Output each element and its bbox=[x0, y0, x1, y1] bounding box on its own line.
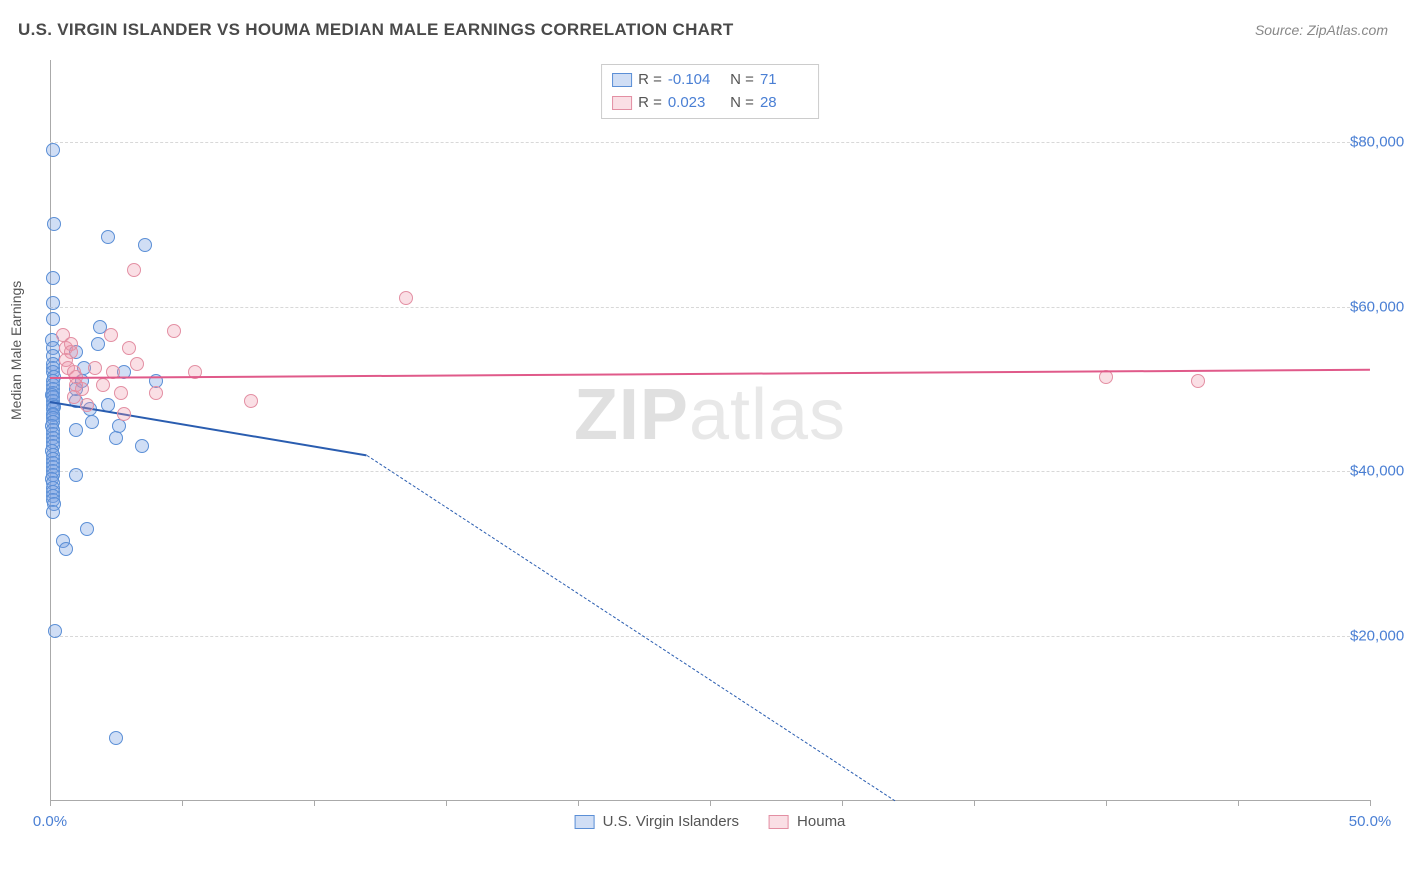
data-point bbox=[399, 291, 413, 305]
trend-line-dashed bbox=[367, 455, 896, 801]
data-point bbox=[114, 386, 128, 400]
data-point bbox=[47, 217, 61, 231]
data-point bbox=[46, 505, 60, 519]
x-tick bbox=[578, 800, 579, 806]
data-point bbox=[135, 439, 149, 453]
legend-swatch bbox=[769, 815, 789, 829]
data-point bbox=[69, 468, 83, 482]
data-point bbox=[104, 328, 118, 342]
stat-r-value: 0.023 bbox=[668, 92, 716, 115]
legend-stat-row: R = -0.104 N = 71 bbox=[612, 69, 808, 92]
y-tick-label: $80,000 bbox=[1350, 134, 1406, 151]
stat-r-value: -0.104 bbox=[668, 69, 716, 92]
data-point bbox=[167, 324, 181, 338]
x-tick bbox=[50, 800, 51, 806]
x-tick bbox=[1106, 800, 1107, 806]
legend-swatch bbox=[575, 815, 595, 829]
data-point bbox=[46, 312, 60, 326]
y-axis-label: Median Male Earnings bbox=[8, 281, 24, 420]
x-tick bbox=[1370, 800, 1371, 806]
legend-item: U.S. Virgin Islanders bbox=[575, 813, 739, 830]
data-point bbox=[112, 419, 126, 433]
data-point bbox=[96, 378, 110, 392]
x-tick bbox=[446, 800, 447, 806]
data-point bbox=[46, 271, 60, 285]
stat-n-label: N = bbox=[722, 92, 754, 115]
gridline-h bbox=[50, 307, 1370, 308]
x-tick bbox=[974, 800, 975, 806]
y-tick-label: $40,000 bbox=[1350, 463, 1406, 480]
trend-line bbox=[50, 401, 367, 456]
data-point bbox=[117, 407, 131, 421]
data-point bbox=[80, 398, 94, 412]
x-tick-label: 50.0% bbox=[1349, 813, 1392, 830]
legend-stat-row: R = 0.023 N = 28 bbox=[612, 92, 808, 115]
gridline-h bbox=[50, 636, 1370, 637]
data-point bbox=[109, 431, 123, 445]
stat-r-label: R = bbox=[638, 92, 662, 115]
data-point bbox=[80, 522, 94, 536]
data-point bbox=[130, 357, 144, 371]
stat-n-value: 28 bbox=[760, 92, 808, 115]
data-point bbox=[46, 296, 60, 310]
data-point bbox=[91, 337, 105, 351]
stat-n-label: N = bbox=[722, 69, 754, 92]
legend-correlation: R = -0.104 N = 71 R = 0.023 N = 28 bbox=[601, 64, 819, 119]
data-point bbox=[122, 341, 136, 355]
legend-series: U.S. Virgin Islanders Houma bbox=[575, 813, 846, 830]
x-tick bbox=[842, 800, 843, 806]
data-point bbox=[48, 624, 62, 638]
data-point bbox=[1191, 374, 1205, 388]
source-label: Source: ZipAtlas.com bbox=[1255, 22, 1388, 38]
data-point bbox=[127, 263, 141, 277]
data-point bbox=[88, 361, 102, 375]
legend-swatch bbox=[612, 96, 632, 110]
x-tick bbox=[1238, 800, 1239, 806]
data-point bbox=[101, 230, 115, 244]
x-tick bbox=[182, 800, 183, 806]
stat-r-label: R = bbox=[638, 69, 662, 92]
data-point bbox=[59, 542, 73, 556]
data-point bbox=[138, 238, 152, 252]
data-point bbox=[85, 415, 99, 429]
gridline-h bbox=[50, 471, 1370, 472]
watermark-rest: atlas bbox=[689, 375, 846, 455]
x-tick bbox=[314, 800, 315, 806]
legend-label: Houma bbox=[797, 813, 845, 830]
data-point bbox=[69, 423, 83, 437]
gridline-h bbox=[50, 142, 1370, 143]
legend-label: U.S. Virgin Islanders bbox=[603, 813, 739, 830]
title-bar: U.S. VIRGIN ISLANDER VS HOUMA MEDIAN MAL… bbox=[18, 20, 1388, 40]
data-point bbox=[149, 386, 163, 400]
x-tick-label: 0.0% bbox=[33, 813, 67, 830]
stat-n-value: 71 bbox=[760, 69, 808, 92]
trend-line bbox=[50, 368, 1370, 378]
legend-item: Houma bbox=[769, 813, 845, 830]
data-point bbox=[109, 731, 123, 745]
watermark: ZIPatlas bbox=[574, 374, 846, 456]
data-point bbox=[46, 143, 60, 157]
legend-swatch bbox=[612, 73, 632, 87]
plot-area: ZIPatlas R =-0.104 N =71R =0.023 N =28 U… bbox=[50, 60, 1370, 800]
data-point bbox=[244, 394, 258, 408]
y-tick-label: $20,000 bbox=[1350, 627, 1406, 644]
y-tick-label: $60,000 bbox=[1350, 298, 1406, 315]
data-point bbox=[67, 390, 81, 404]
x-tick bbox=[710, 800, 711, 806]
chart-title: U.S. VIRGIN ISLANDER VS HOUMA MEDIAN MAL… bbox=[18, 20, 734, 40]
watermark-strong: ZIP bbox=[574, 375, 689, 455]
